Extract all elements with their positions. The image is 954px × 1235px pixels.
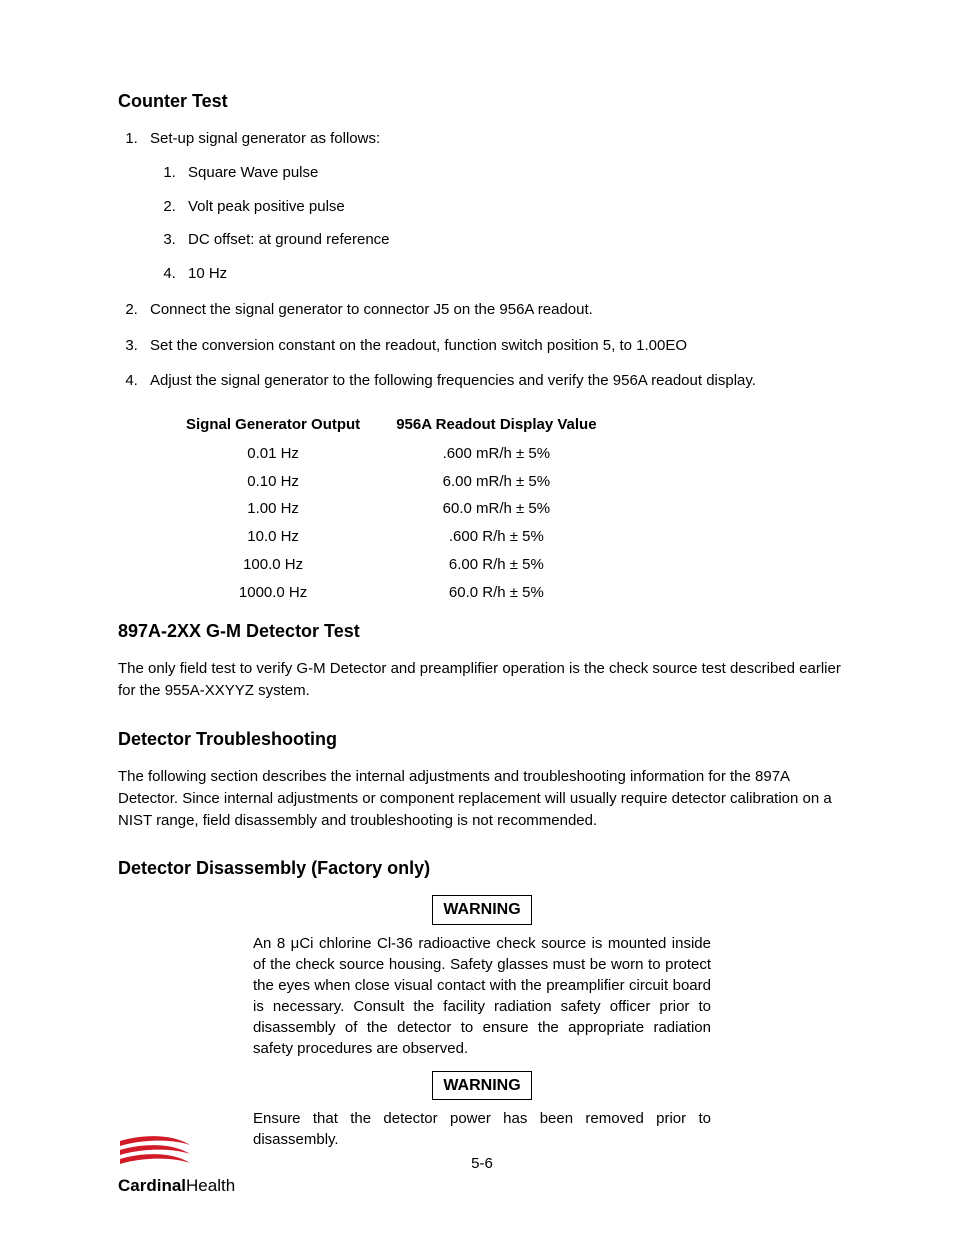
cell: .600 R/h ± 5%	[378, 523, 614, 551]
table-row: 0.01 Hz .600 mR/h ± 5%	[168, 440, 615, 468]
cell: 1.00 Hz	[168, 495, 378, 523]
warning-1-text: An 8 μCi chlorine Cl-36 radioactive chec…	[118, 933, 846, 1059]
page-number: 5-6	[118, 1153, 846, 1175]
step-1: Set-up signal generator as follows: Squa…	[142, 128, 846, 285]
warning-box-2: WARNING	[432, 1071, 531, 1100]
freq-table-header-2: 956A Readout Display Value	[378, 410, 614, 440]
cell: .600 mR/h ± 5%	[378, 440, 614, 468]
troubleshooting-heading: Detector Troubleshooting	[118, 726, 846, 752]
brand-bold: Cardinal	[118, 1176, 186, 1195]
step-1-text: Set-up signal generator as follows:	[150, 130, 380, 147]
step-2: Connect the signal generator to connecto…	[142, 299, 846, 321]
table-row: 1000.0 Hz 60.0 R/h ± 5%	[168, 579, 615, 607]
gm-test-heading: 897A-2XX G-M Detector Test	[118, 618, 846, 644]
cell: 60.0 R/h ± 5%	[378, 579, 614, 607]
gm-test-body: The only field test to verify G-M Detect…	[118, 658, 846, 702]
freq-table-header-1: Signal Generator Output	[168, 410, 378, 440]
step-1-substeps: Square Wave pulse Volt peak positive pul…	[150, 162, 846, 285]
cell: 0.01 Hz	[168, 440, 378, 468]
substep-1-1: Square Wave pulse	[180, 162, 846, 184]
brand-light: Health	[186, 1176, 235, 1195]
cell: 60.0 mR/h ± 5%	[378, 495, 614, 523]
step-4: Adjust the signal generator to the follo…	[142, 370, 846, 392]
substep-1-3: DC offset: at ground reference	[180, 229, 846, 251]
brand-text: CardinalHealth	[118, 1174, 846, 1199]
table-row: 10.0 Hz .600 R/h ± 5%	[168, 523, 615, 551]
document-page: Counter Test Set-up signal generator as …	[0, 0, 954, 1235]
cell: 6.00 mR/h ± 5%	[378, 468, 614, 496]
cell: 100.0 Hz	[168, 551, 378, 579]
warning-box-1: WARNING	[432, 895, 531, 924]
substep-1-2: Volt peak positive pulse	[180, 196, 846, 218]
disassembly-heading: Detector Disassembly (Factory only)	[118, 855, 846, 881]
cell: 6.00 R/h ± 5%	[378, 551, 614, 579]
troubleshooting-body: The following section describes the inte…	[118, 766, 846, 831]
counter-test-heading: Counter Test	[118, 88, 846, 114]
page-footer: 5-6 CardinalHealth	[118, 1135, 846, 1205]
warning-box-1-wrap: WARNING	[118, 895, 846, 924]
table-row: 1.00 Hz 60.0 mR/h ± 5%	[168, 495, 615, 523]
cell: 10.0 Hz	[168, 523, 378, 551]
table-row: 0.10 Hz 6.00 mR/h ± 5%	[168, 468, 615, 496]
step-3: Set the conversion constant on the reado…	[142, 335, 846, 357]
table-row: 100.0 Hz 6.00 R/h ± 5%	[168, 551, 615, 579]
warning-box-2-wrap: WARNING	[118, 1071, 846, 1100]
substep-1-4: 10 Hz	[180, 263, 846, 285]
counter-test-steps: Set-up signal generator as follows: Squa…	[118, 128, 846, 392]
cell: 0.10 Hz	[168, 468, 378, 496]
frequency-table: Signal Generator Output 956A Readout Dis…	[168, 410, 615, 606]
cell: 1000.0 Hz	[168, 579, 378, 607]
